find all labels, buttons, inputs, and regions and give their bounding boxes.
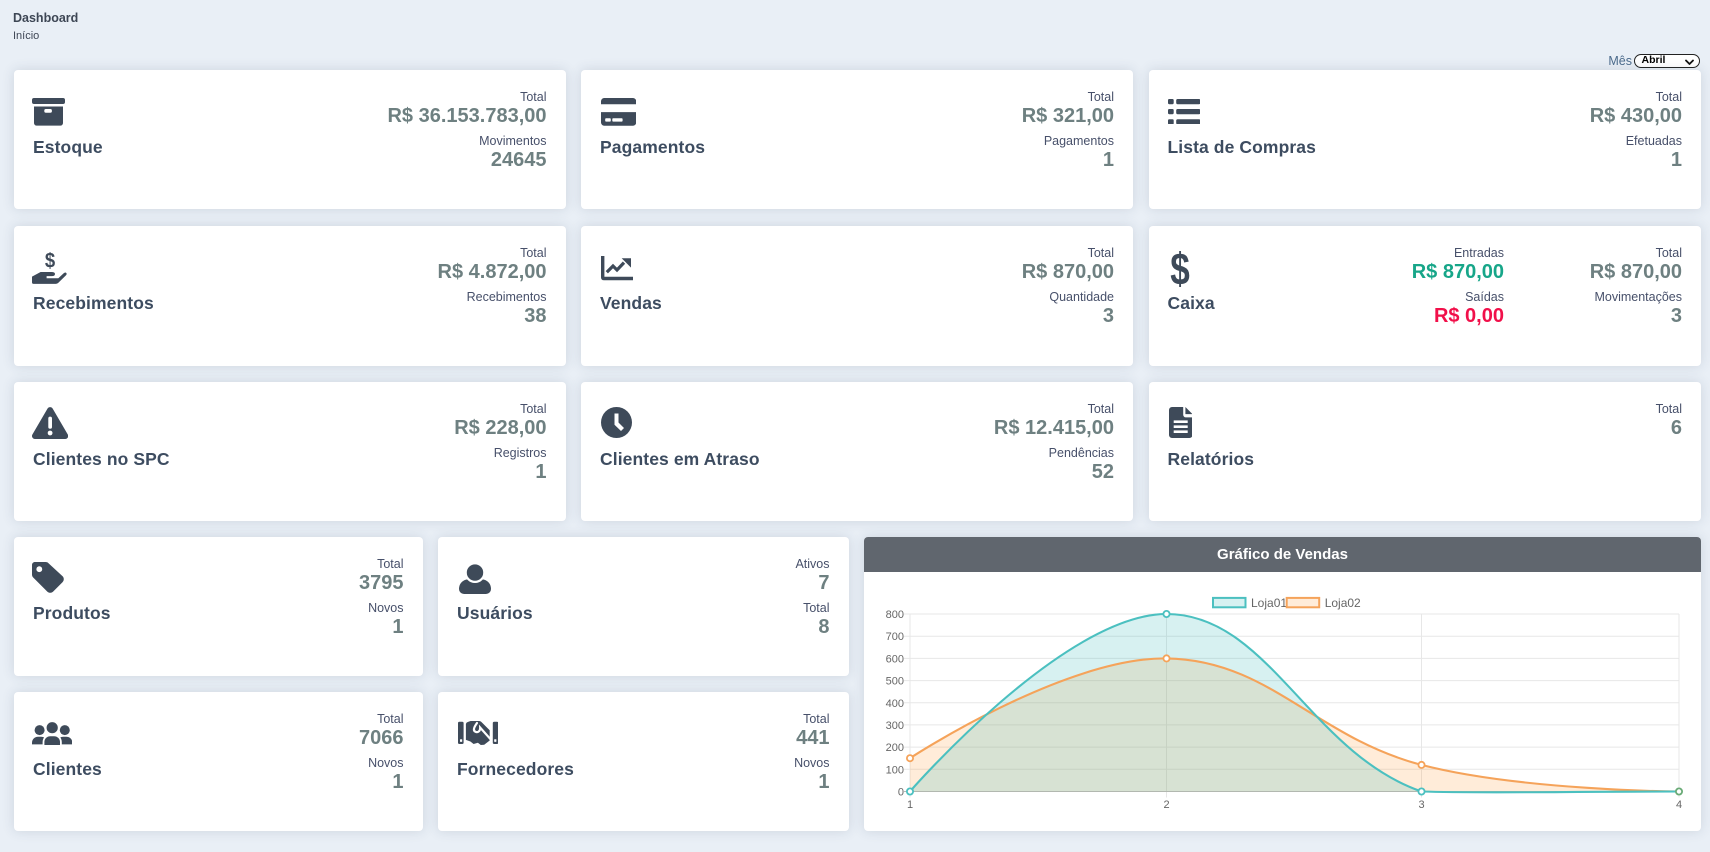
svg-text:$: $	[45, 252, 55, 273]
svg-text:300: 300	[886, 719, 904, 731]
svg-text:600: 600	[886, 653, 904, 665]
svg-text:4: 4	[1676, 799, 1682, 811]
svg-text:2: 2	[1163, 799, 1169, 811]
svg-text:0: 0	[898, 786, 904, 798]
svg-text:3: 3	[1418, 799, 1424, 811]
svg-text:Loja01: Loja01	[1251, 595, 1287, 609]
svg-text:700: 700	[886, 631, 904, 643]
svg-text:500: 500	[886, 675, 904, 687]
svg-text:1: 1	[907, 799, 913, 811]
svg-text:Loja02: Loja02	[1325, 595, 1361, 609]
svg-text:100: 100	[886, 764, 904, 776]
svg-text:200: 200	[886, 742, 904, 754]
svg-text:$: $	[1170, 251, 1190, 287]
svg-text:400: 400	[886, 697, 904, 709]
svg-text:800: 800	[886, 609, 904, 621]
